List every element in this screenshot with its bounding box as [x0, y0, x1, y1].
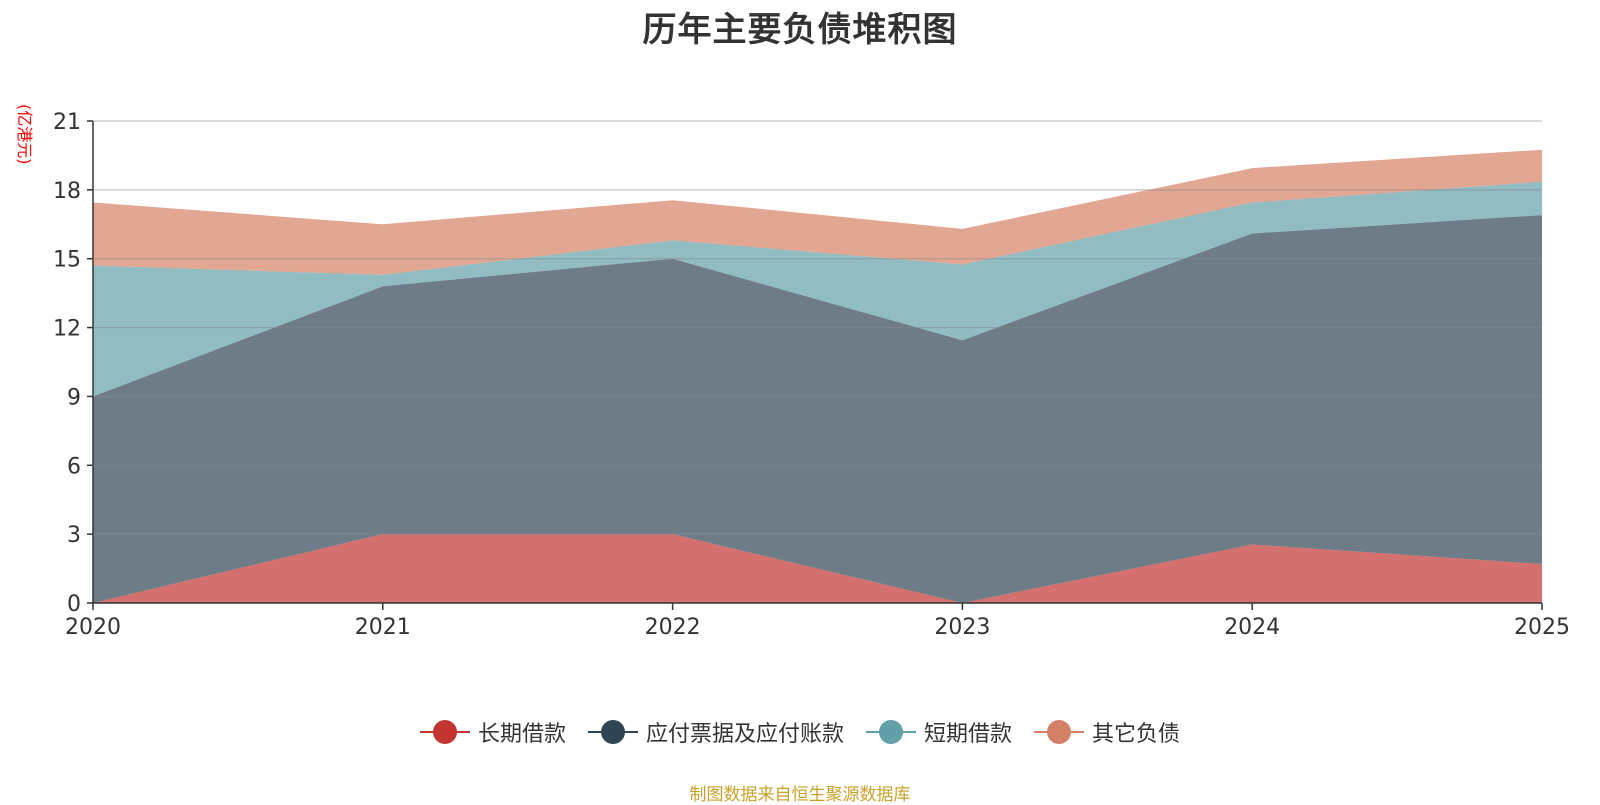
legend-label: 应付票据及应付账款 [645, 722, 844, 747]
area-series-3[interactable] [93, 181, 1542, 397]
x-tick-label: 2020 [65, 615, 121, 640]
x-tick-label: 2022 [645, 615, 701, 640]
y-tick-label: 21 [53, 110, 81, 135]
axes: 0 3 6 9 12 15 18 21 2020 2021 2022 2023 2024 2025 [53, 110, 1570, 640]
legend-marker-icon [587, 719, 638, 745]
y-tick-label: 6 [67, 454, 81, 479]
legend-item-3[interactable]: 短期借款 [866, 716, 1012, 748]
y-axis-unit-text: (亿港元) [15, 104, 34, 165]
area-series-2[interactable] [93, 215, 1542, 603]
y-axis-unit-label: (亿港元) [15, 104, 46, 174]
legend-marker-icon [1034, 719, 1085, 745]
y-tick-label: 3 [67, 523, 81, 548]
legend-label: 长期借款 [477, 722, 566, 747]
x-tick-label: 2023 [934, 615, 990, 640]
legend-marker-icon [419, 719, 470, 745]
area-series-4[interactable] [93, 149, 1542, 275]
y-tick-label: 9 [67, 385, 81, 410]
y-tick-label: 12 [53, 317, 81, 342]
legend-item-1[interactable]: 长期借款 [419, 716, 566, 748]
legend-label: 其它负债 [1092, 722, 1181, 747]
legend: 长期借款 应付票据及应付账款 短期借款 其它负债 [0, 716, 1600, 748]
legend-item-4[interactable]: 其它负债 [1034, 716, 1180, 748]
x-tick-label: 2024 [1224, 615, 1280, 640]
legend-item-2[interactable]: 应付票据及应付账款 [587, 716, 844, 748]
chart-title: 历年主要负债堆积图 [642, 10, 958, 50]
y-tick-label: 15 [53, 248, 81, 273]
x-tick-label: 2025 [1514, 615, 1570, 640]
legend-marker-icon [866, 719, 916, 745]
x-tick-label: 2021 [355, 615, 411, 640]
legend-label: 短期借款 [924, 722, 1013, 747]
y-tick-label: 0 [67, 592, 81, 617]
area-series [93, 149, 1542, 603]
source-note: 制图数据来自恒生聚源数据库 [689, 785, 911, 805]
y-tick-label: 18 [53, 179, 81, 204]
